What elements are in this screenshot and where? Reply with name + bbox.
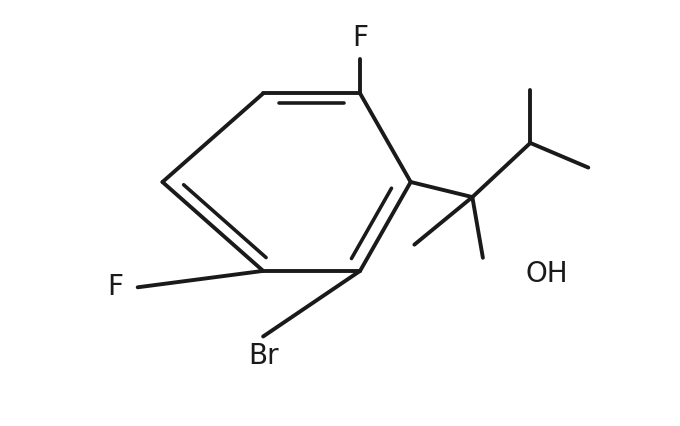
- Text: OH: OH: [525, 260, 568, 288]
- Text: Br: Br: [248, 342, 278, 369]
- Text: F: F: [107, 273, 124, 301]
- Text: F: F: [352, 24, 368, 52]
